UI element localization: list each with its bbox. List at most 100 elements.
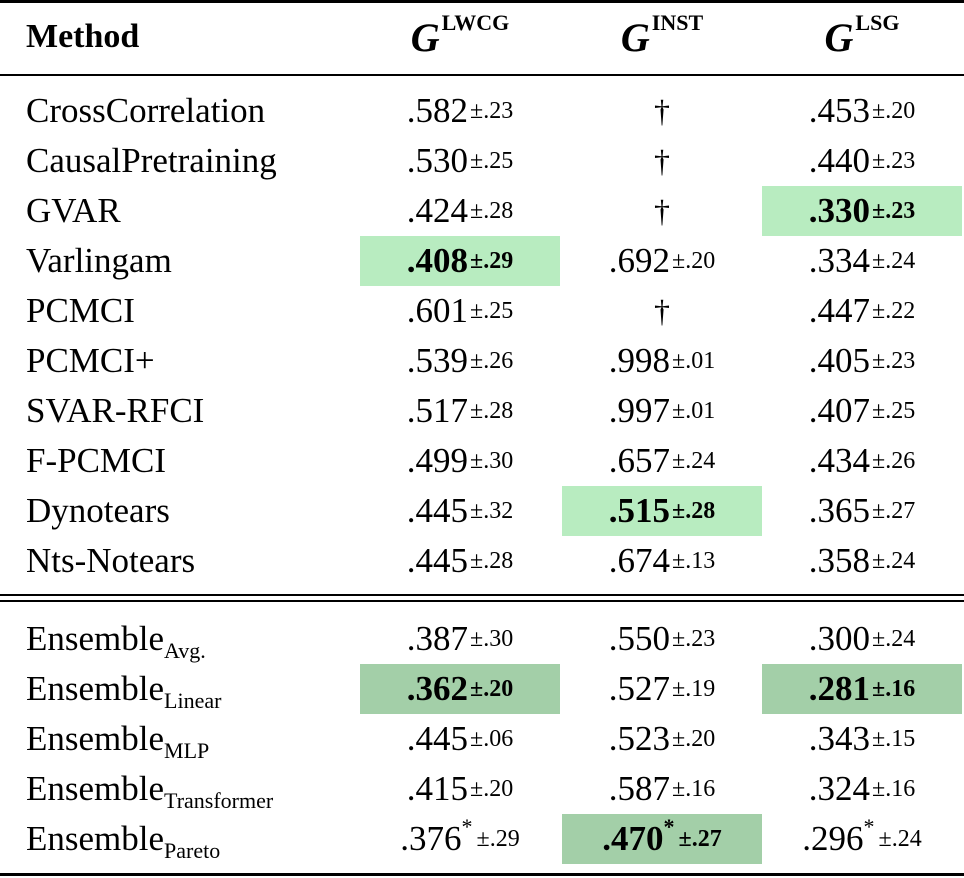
mean-value: .499: [406, 441, 469, 480]
plus-minus: ±: [878, 825, 892, 852]
significance-star: *: [461, 814, 473, 839]
mean-value: .550: [608, 619, 671, 658]
plus-minus: ±: [470, 625, 484, 652]
value-cell: .601 ± .25: [360, 286, 560, 336]
std-value: .16: [885, 675, 916, 702]
value-cell: .324 ± .16: [762, 764, 962, 814]
plus-minus: ±: [872, 247, 886, 274]
value-cell: †: [562, 136, 762, 186]
mean-value: .281: [808, 669, 871, 708]
method-label: Varlingam: [26, 241, 172, 280]
table-row: F-PCMCI .499 ± .30.657 ± .24.434 ± .26: [0, 436, 964, 486]
value-cell: †: [562, 186, 762, 236]
plus-minus: ±: [672, 625, 686, 652]
value-cell: .997 ± .01: [562, 386, 762, 436]
method-name: GVAR: [26, 186, 121, 236]
std-value: .28: [483, 197, 514, 224]
value-cell: .470 * ± .27: [562, 814, 762, 864]
table-row: SVAR-RFCI .517 ± .28.997 ± .01.407 ± .25: [0, 386, 964, 436]
method-label: CrossCorrelation: [26, 91, 266, 130]
significance-star: *: [663, 814, 675, 839]
table-row: EnsembleAvg. .387 ± .30.550 ± .23.300 ± .24: [0, 614, 964, 664]
header-lwcg: G LWCG: [360, 0, 560, 74]
value-cell: .523 ± .20: [562, 714, 762, 764]
value-cell: .440 ± .23: [762, 136, 962, 186]
table-row: Nts-Notears .445 ± .28.674 ± .13.358 ± .24: [0, 536, 964, 586]
std-value: .24: [891, 825, 922, 852]
value-cell: .405 ± .23: [762, 336, 962, 386]
std-value: .25: [483, 147, 514, 174]
method-name: EnsemblePareto: [26, 814, 220, 864]
std-value: .28: [483, 397, 514, 424]
plus-minus: ±: [678, 825, 692, 852]
std-value: .24: [685, 447, 716, 474]
mean-value: .376: [400, 819, 462, 858]
std-value: .29: [489, 825, 520, 852]
mean-value: .296: [802, 819, 864, 858]
mean-value: .453: [808, 91, 871, 130]
plus-minus: ±: [672, 725, 686, 752]
plus-minus: ±: [470, 725, 484, 752]
value-cell: .692 ± .20: [562, 236, 762, 286]
mean-value: .445: [406, 491, 469, 530]
top-rule: [0, 0, 964, 3]
method-label: Dynotears: [26, 491, 170, 530]
value-cell: .445 ± .32: [360, 486, 560, 536]
value-cell: .530 ± .25: [360, 136, 560, 186]
plus-minus: ±: [470, 447, 484, 474]
std-value: .25: [483, 297, 514, 324]
value-cell: .300 ± .24: [762, 614, 962, 664]
plus-minus: ±: [470, 147, 484, 174]
plus-minus: ±: [470, 497, 484, 524]
std-value: .27: [885, 497, 916, 524]
method-name: Varlingam: [26, 236, 172, 286]
std-value: .30: [483, 625, 514, 652]
value-cell: .376 * ± .29: [360, 814, 560, 864]
mean-value: .434: [808, 441, 871, 480]
mean-value: .330: [808, 191, 871, 230]
method-variant: Avg.: [164, 638, 206, 663]
value-cell: .499 ± .30: [360, 436, 560, 486]
mean-value: .523: [608, 719, 671, 758]
header-inst-sup: INST: [651, 10, 704, 35]
mean-value: .539: [406, 341, 469, 380]
mean-value: .582: [406, 91, 469, 130]
mean-value: .657: [608, 441, 671, 480]
separator-rule-1: [0, 594, 964, 596]
plus-minus: ±: [476, 825, 490, 852]
table-row: GVAR .424 ± .28 † .330 ± .23: [0, 186, 964, 236]
method-name: EnsembleLinear: [26, 664, 221, 714]
mean-value: .408: [406, 241, 469, 280]
mean-value: .692: [608, 241, 671, 280]
mean-value: .601: [406, 291, 469, 330]
plus-minus: ±: [872, 97, 886, 124]
method-name: EnsembleMLP: [26, 714, 209, 764]
table-row: EnsemblePareto .376 * ± .29.470 * ± .27.296 * ± .2…: [0, 814, 964, 864]
value-cell: .657 ± .24: [562, 436, 762, 486]
plus-minus: ±: [872, 725, 886, 752]
mean-value: .515: [608, 491, 671, 530]
method-name: CausalPretraining: [26, 136, 277, 186]
std-value: .19: [685, 675, 716, 702]
mean-value: .997: [608, 391, 671, 430]
plus-minus: ±: [470, 347, 484, 374]
significance-star: *: [863, 814, 875, 839]
std-value: .32: [483, 497, 514, 524]
plus-minus: ±: [672, 497, 686, 524]
method-name: F-PCMCI: [26, 436, 166, 486]
value-cell: .358 ± .24: [762, 536, 962, 586]
std-value: .13: [685, 547, 716, 574]
table-row: EnsembleMLP .445 ± .06.523 ± .20.343 ± .15: [0, 714, 964, 764]
plus-minus: ±: [672, 547, 686, 574]
plus-minus: ±: [872, 397, 886, 424]
method-label: Ensemble: [26, 819, 165, 858]
method-name: CrossCorrelation: [26, 86, 265, 136]
std-value: .27: [691, 825, 722, 852]
mean-value: .445: [406, 719, 469, 758]
value-cell: .527 ± .19: [562, 664, 762, 714]
std-value: .20: [885, 97, 916, 124]
value-cell: .408 ± .29: [360, 236, 560, 286]
std-value: .28: [685, 497, 716, 524]
value-cell: .281 ± .16: [762, 664, 962, 714]
